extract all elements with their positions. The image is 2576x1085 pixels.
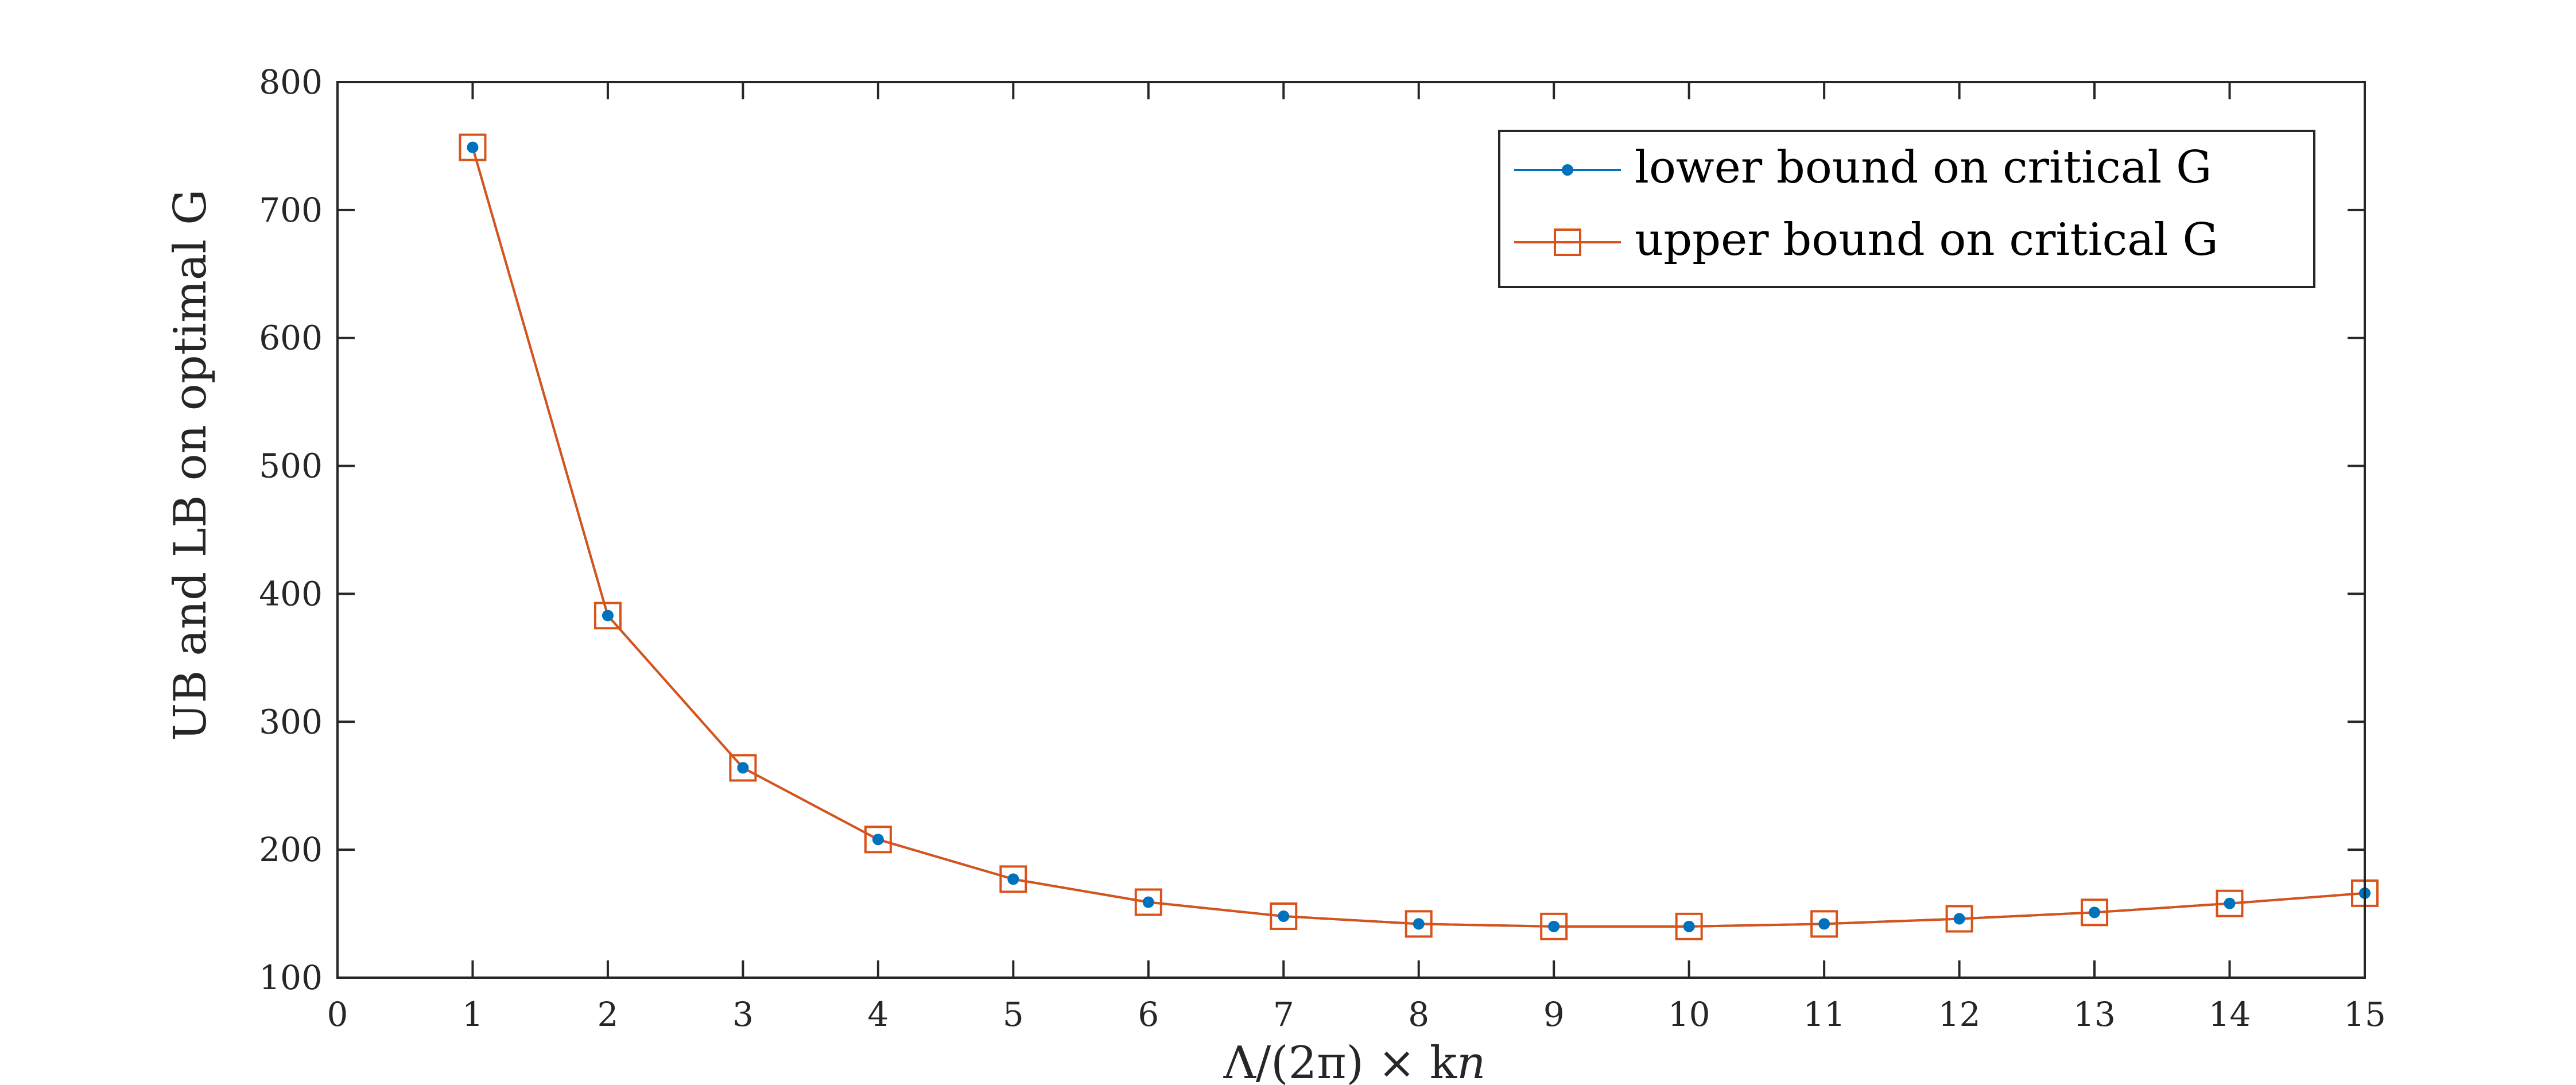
legend-label-lower: lower bound on critical G: [1635, 142, 2212, 193]
lower-bound-point: [1142, 896, 1154, 908]
axis-ticks: 0 1 2 3 4 5 6 7 8 9 10 11 12 13 14 15100200300400500600…: [259, 63, 2386, 1034]
x-tick-label: 9: [1543, 995, 1565, 1034]
lower-bound-point: [1413, 918, 1425, 930]
y-tick-label: 800: [259, 63, 323, 102]
x-tick-label: 15: [2344, 995, 2386, 1034]
plot-frame: [336, 81, 2366, 979]
lower-bound-point: [2089, 906, 2101, 919]
lower-bound-point: [1953, 913, 1965, 925]
y-tick-label: 100: [259, 958, 323, 997]
upper-bound-point: [729, 754, 757, 782]
y-tick-label: 400: [259, 574, 323, 613]
lower-bound-point: [737, 762, 749, 774]
y-tick-label: 700: [259, 191, 323, 230]
upper-bound-point: [1405, 910, 1433, 938]
lower-bound-point: [872, 834, 884, 846]
y-tick-label: 500: [259, 447, 323, 486]
lower-bound-point: [602, 610, 614, 622]
x-tick-label: 3: [732, 995, 754, 1034]
x-tick-label: 11: [1803, 995, 1845, 1034]
upper-bound-point: [459, 133, 487, 161]
x-tick-label: 4: [867, 995, 889, 1034]
upper-bound-point: [2081, 898, 2109, 927]
upper-bound-point: [593, 602, 622, 630]
legend: lower bound on critical G upper bound on…: [1498, 130, 2315, 288]
y-axis-label: UB and LB on optimal G: [165, 189, 216, 741]
lower-bound-point: [1818, 918, 1830, 930]
upper-bound-point: [1270, 902, 1298, 931]
lower-bound-point: [1278, 910, 1290, 923]
upper-bound-point: [1675, 912, 1703, 940]
upper-bound-point: [1810, 910, 1838, 938]
upper-bound-point: [864, 826, 892, 854]
legend-label-upper: upper bound on critical G: [1635, 214, 2218, 266]
x-tick-label: 10: [1668, 995, 1710, 1034]
upper-bound-point: [1134, 888, 1162, 916]
x-tick-label: 2: [597, 995, 618, 1034]
x-tick-label: 13: [2073, 995, 2116, 1034]
legend-marker-upper: [1554, 228, 1581, 256]
x-tick-label: 5: [1003, 995, 1024, 1034]
lower-bound-point: [1007, 873, 1019, 885]
legend-marker-lower: [1562, 164, 1573, 176]
x-tick-label: 8: [1408, 995, 1429, 1034]
y-tick-label: 200: [259, 830, 323, 869]
x-tick-label: 1: [462, 995, 483, 1034]
x-tick-label: 14: [2209, 995, 2251, 1034]
x-tick-label: 0: [327, 995, 348, 1034]
upper-bound-point: [999, 865, 1027, 893]
x-axis-label: Λ/(2π) × kn: [1223, 1037, 1486, 1085]
y-tick-label: 300: [259, 702, 323, 741]
x-tick-label: 6: [1138, 995, 1159, 1034]
legend-box: [1498, 130, 2315, 288]
lower-bound-point: [1683, 920, 1695, 932]
upper-bound-point: [1540, 912, 1568, 940]
lower-bound-point: [1548, 920, 1560, 932]
lower-bound-point: [2224, 897, 2236, 909]
y-tick-label: 600: [259, 319, 323, 358]
series-upper-bound: [459, 133, 2379, 940]
x-tick-label: 12: [1938, 995, 1981, 1034]
lower-bound-point: [467, 141, 479, 153]
x-tick-label: 7: [1273, 995, 1294, 1034]
upper-bound-point: [2216, 889, 2244, 917]
upper-bound-point: [1945, 905, 1973, 933]
